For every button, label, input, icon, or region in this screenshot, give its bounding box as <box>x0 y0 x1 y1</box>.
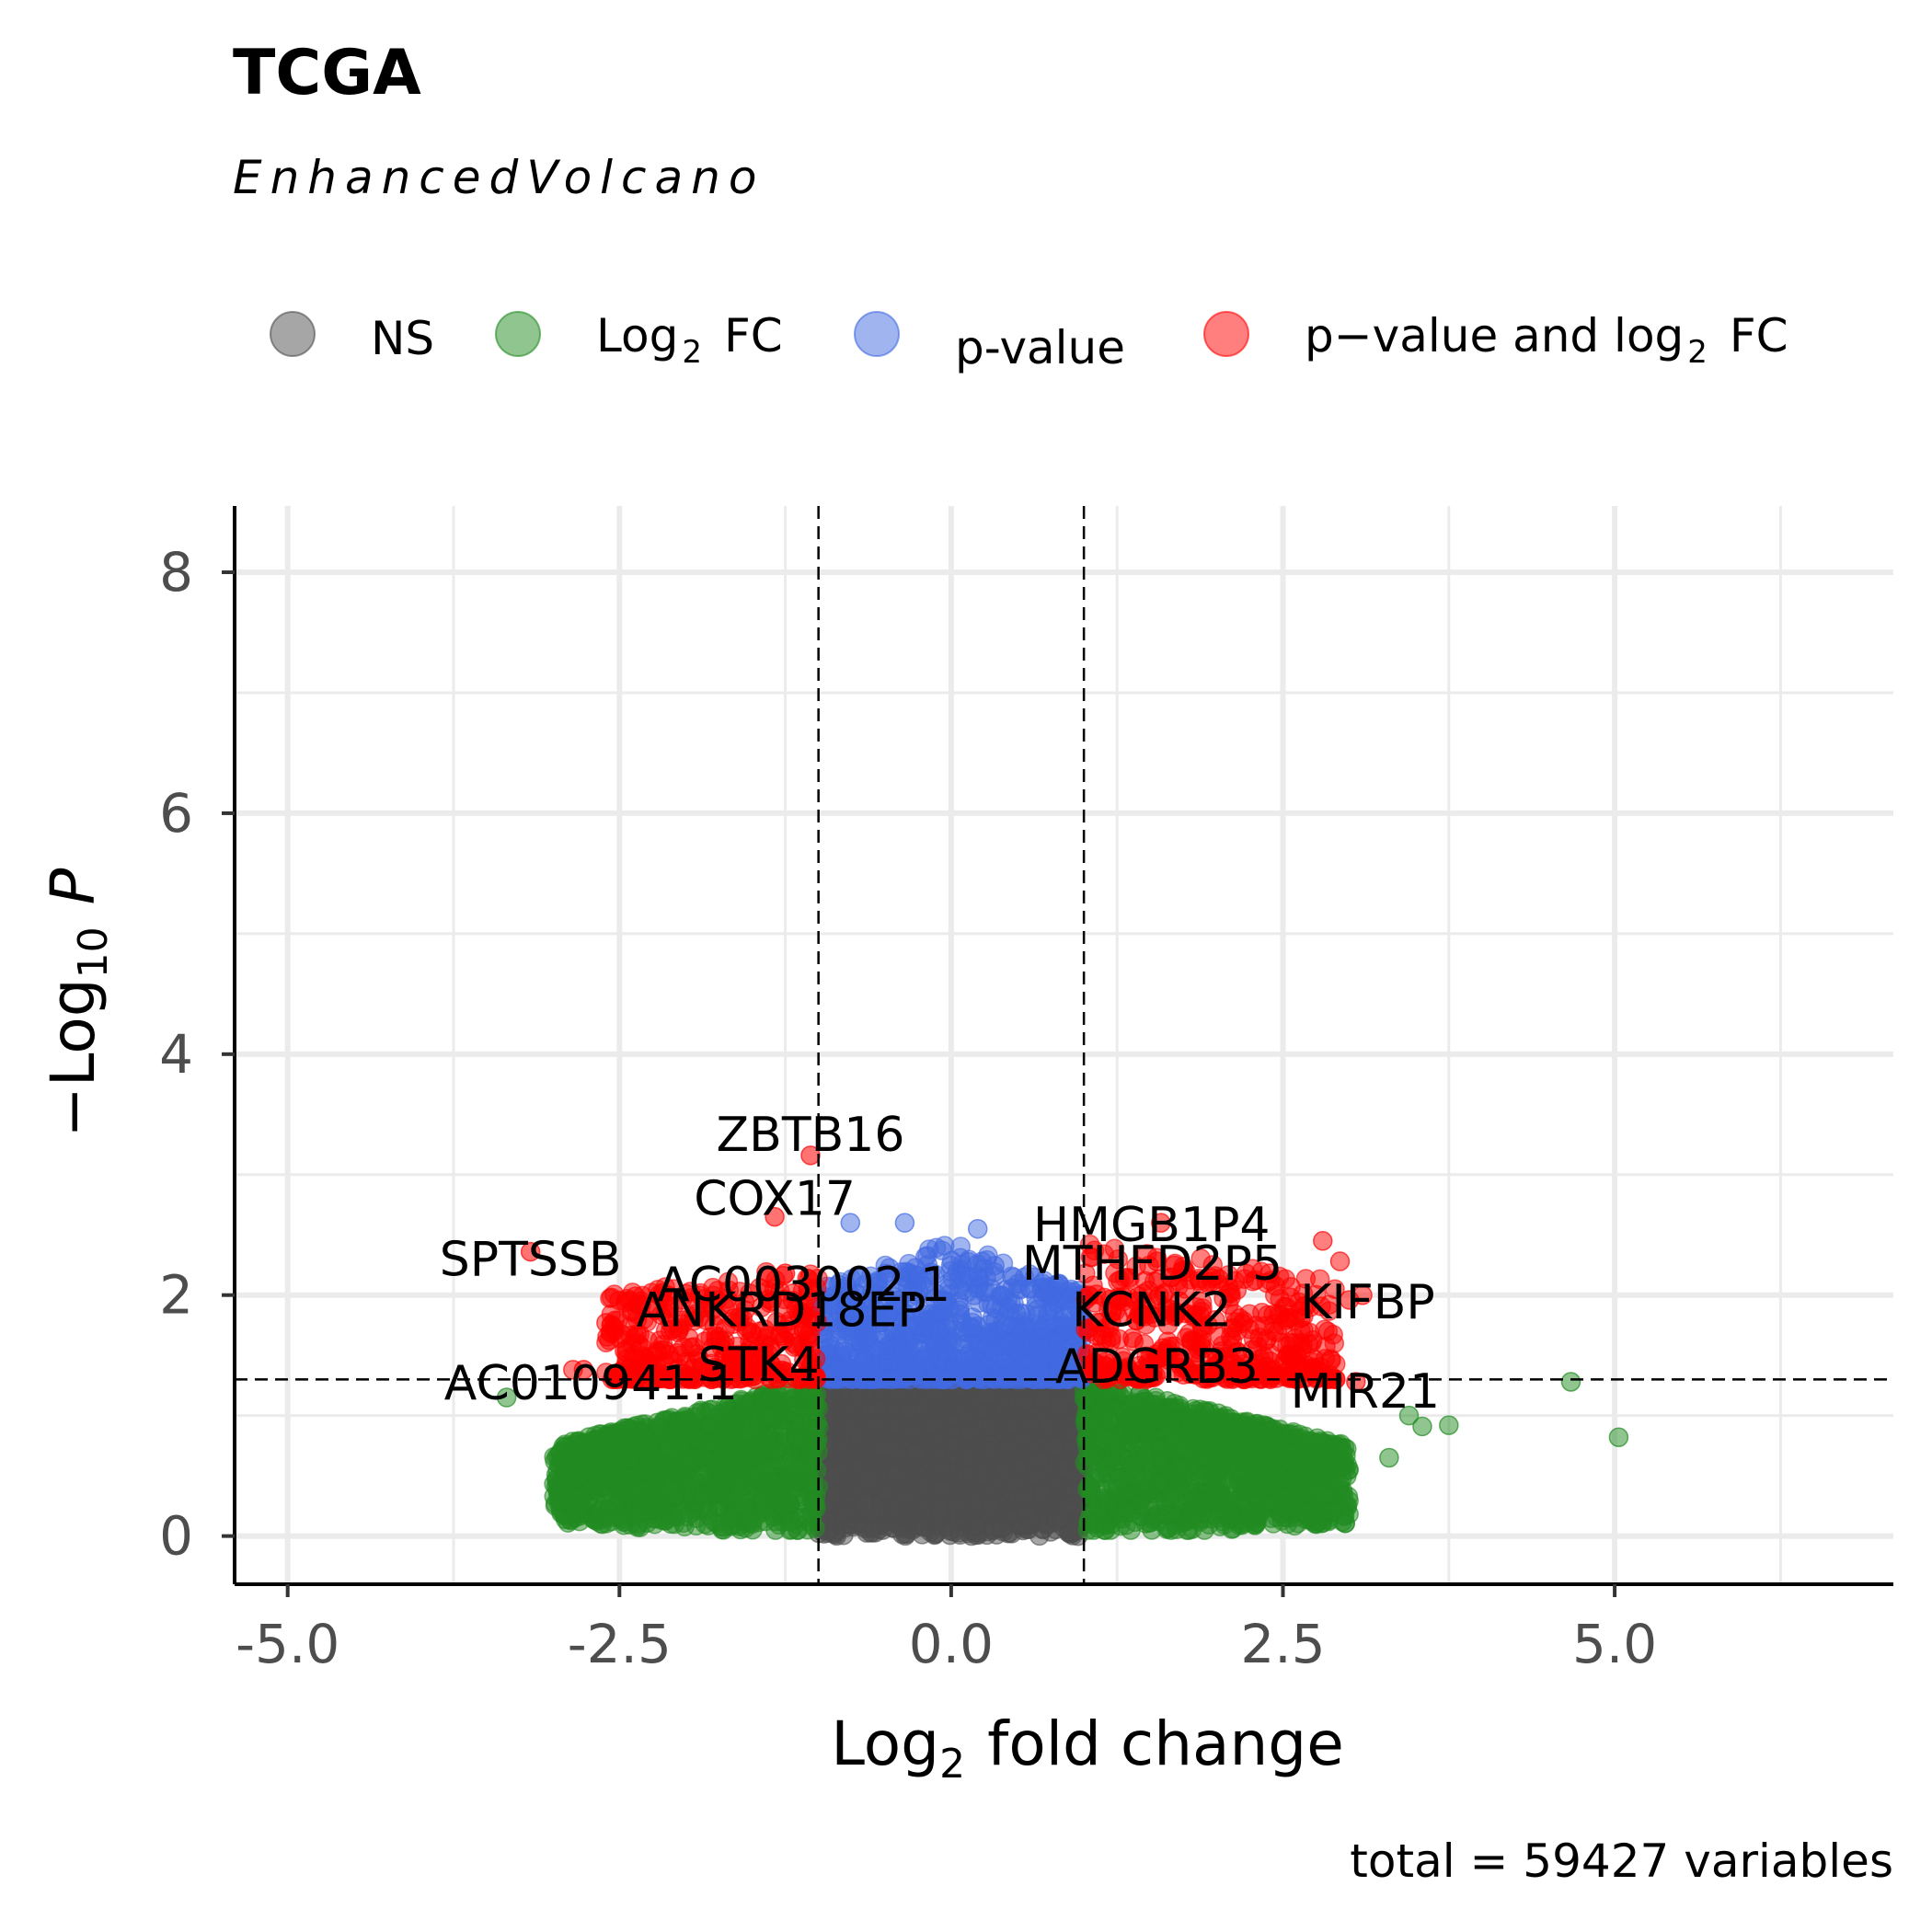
legend-label-P: p-value <box>955 321 1125 374</box>
point-NS-0-2281 <box>1032 1388 1052 1409</box>
point-NS-0-2368 <box>1014 1487 1035 1507</box>
data-points <box>496 1145 1629 1547</box>
point-NS-0-2338 <box>866 1417 887 1437</box>
point-FC-2-1244 <box>800 1444 821 1465</box>
point-FC-1-1268 <box>1107 1475 1128 1496</box>
point-FC-1-1296 <box>1207 1466 1228 1487</box>
point-FC-2-1229 <box>692 1484 712 1505</box>
point-NS-0-2345 <box>932 1478 953 1500</box>
point-NS-0-2392 <box>991 1518 1012 1538</box>
point-FC-1-1278 <box>1167 1456 1189 1478</box>
point-FC-1-1203 <box>1077 1478 1098 1500</box>
point-FC-1-1257 <box>1282 1421 1304 1443</box>
point-NS-0-2383 <box>964 1515 984 1535</box>
point-NS-0-2373 <box>977 1386 997 1407</box>
point-FC-1-1284 <box>1245 1515 1265 1535</box>
point-FC-1-1299 <box>1221 1438 1242 1458</box>
point-FC-1-1292 <box>1183 1423 1204 1443</box>
legend-label-NS: NS <box>371 312 434 365</box>
point-NS-0-2331 <box>1002 1414 1022 1435</box>
point-NS-0-2263 <box>825 1466 846 1487</box>
point-NS-0-2378 <box>848 1387 868 1408</box>
point-NS-0-2390 <box>857 1468 878 1489</box>
chart-title: TCGA <box>233 37 421 109</box>
chart-subtitle: EnhancedVolcano <box>233 151 765 204</box>
legend-label-FC_P: p−value and log 2 FC <box>1305 309 1788 371</box>
point-NS-0-2377 <box>1049 1396 1069 1416</box>
point-FC-1-1294 <box>1151 1437 1171 1458</box>
point-NS-0-2259 <box>825 1485 845 1505</box>
point-FC-2-1197 <box>640 1440 661 1461</box>
point-NS-0-2398 <box>888 1441 908 1462</box>
point-NS-0-2395 <box>1032 1482 1053 1503</box>
point-NS-0-2397 <box>981 1499 1002 1519</box>
point-FC-1-1293 <box>1245 1455 1266 1475</box>
point-NS-0-2355 <box>849 1426 870 1447</box>
point-NS-0-2297 <box>1036 1417 1057 1438</box>
point-FC-1-1260 <box>1095 1520 1116 1540</box>
point-NS-0-2370 <box>835 1503 857 1524</box>
point-FC-2-1261 <box>759 1439 780 1460</box>
point-NS-0-2367 <box>1051 1508 1072 1528</box>
point-NS-0-2399 <box>891 1524 913 1545</box>
point-FC-1-1288 <box>1328 1477 1350 1497</box>
point-NS-0-2387 <box>1014 1393 1034 1413</box>
point-FC-1-1276 <box>1113 1422 1134 1443</box>
point-NS-0-2389 <box>929 1499 949 1520</box>
point-NS-0-2364 <box>957 1409 978 1429</box>
legend-label-FC: Log 2 FC <box>596 309 783 371</box>
point-FC-1-1232 <box>1331 1451 1352 1471</box>
point-NS-0-2301 <box>960 1446 981 1466</box>
point-NS-0-2341 <box>1019 1414 1040 1434</box>
point-FC-1-1252 <box>1077 1520 1098 1540</box>
point-FC-1-1297 <box>1271 1503 1292 1524</box>
point-NS-0-2363 <box>903 1421 924 1442</box>
point-FC-1-1261 <box>1126 1466 1146 1488</box>
point-FC-1-1265 <box>1167 1519 1187 1540</box>
point-FC-1-1279 <box>1099 1450 1121 1471</box>
point-NS-0-2356 <box>977 1440 998 1461</box>
point-NS-0-2396 <box>1029 1449 1050 1470</box>
point-NS-0-2382 <box>886 1465 906 1486</box>
point-FC-1-1281 <box>1219 1505 1240 1525</box>
point-NS-0-2354 <box>898 1400 918 1421</box>
point-FC-1-1272 <box>1282 1443 1303 1464</box>
point-FC-1-1219 <box>1300 1479 1321 1500</box>
point-NS-0-2130 <box>906 1443 926 1464</box>
legend: NS Log 2 FC p-value p−value and log 2 FC <box>270 309 1788 374</box>
point-NS-0-2371 <box>1043 1436 1064 1456</box>
point-FC-2-1234 <box>602 1511 622 1532</box>
point-FC-1-1298 <box>1124 1512 1145 1533</box>
point-FC-1-1283 <box>1258 1472 1278 1493</box>
point-NS-0-2261 <box>939 1521 960 1541</box>
point-FC-1-1295 <box>1118 1450 1138 1471</box>
point-NS-0-2347 <box>1007 1456 1029 1477</box>
point-NS-0-2350 <box>912 1477 933 1497</box>
point-NS-0-2327 <box>972 1464 994 1484</box>
point-NS-0-2385 <box>962 1491 983 1512</box>
legend-swatch-FC_P <box>1203 311 1249 357</box>
legend-swatch-P <box>854 311 900 357</box>
legend-swatch-FC <box>495 311 541 357</box>
point-FC-1-1290 <box>1173 1439 1194 1459</box>
point-NS-0-2394 <box>926 1444 947 1465</box>
legend-swatch-NS <box>270 311 316 357</box>
grid <box>235 506 1893 1584</box>
point-NS-0-2349 <box>859 1503 880 1524</box>
point-NS-0-2319 <box>914 1517 935 1537</box>
point-NS-0-2375 <box>1053 1458 1074 1478</box>
point-FC-2-1247 <box>780 1512 800 1532</box>
point-FC-1-1241 <box>1098 1409 1119 1430</box>
point-FC-1-1231 <box>1322 1501 1343 1522</box>
point-FC-2-1259 <box>621 1504 642 1524</box>
